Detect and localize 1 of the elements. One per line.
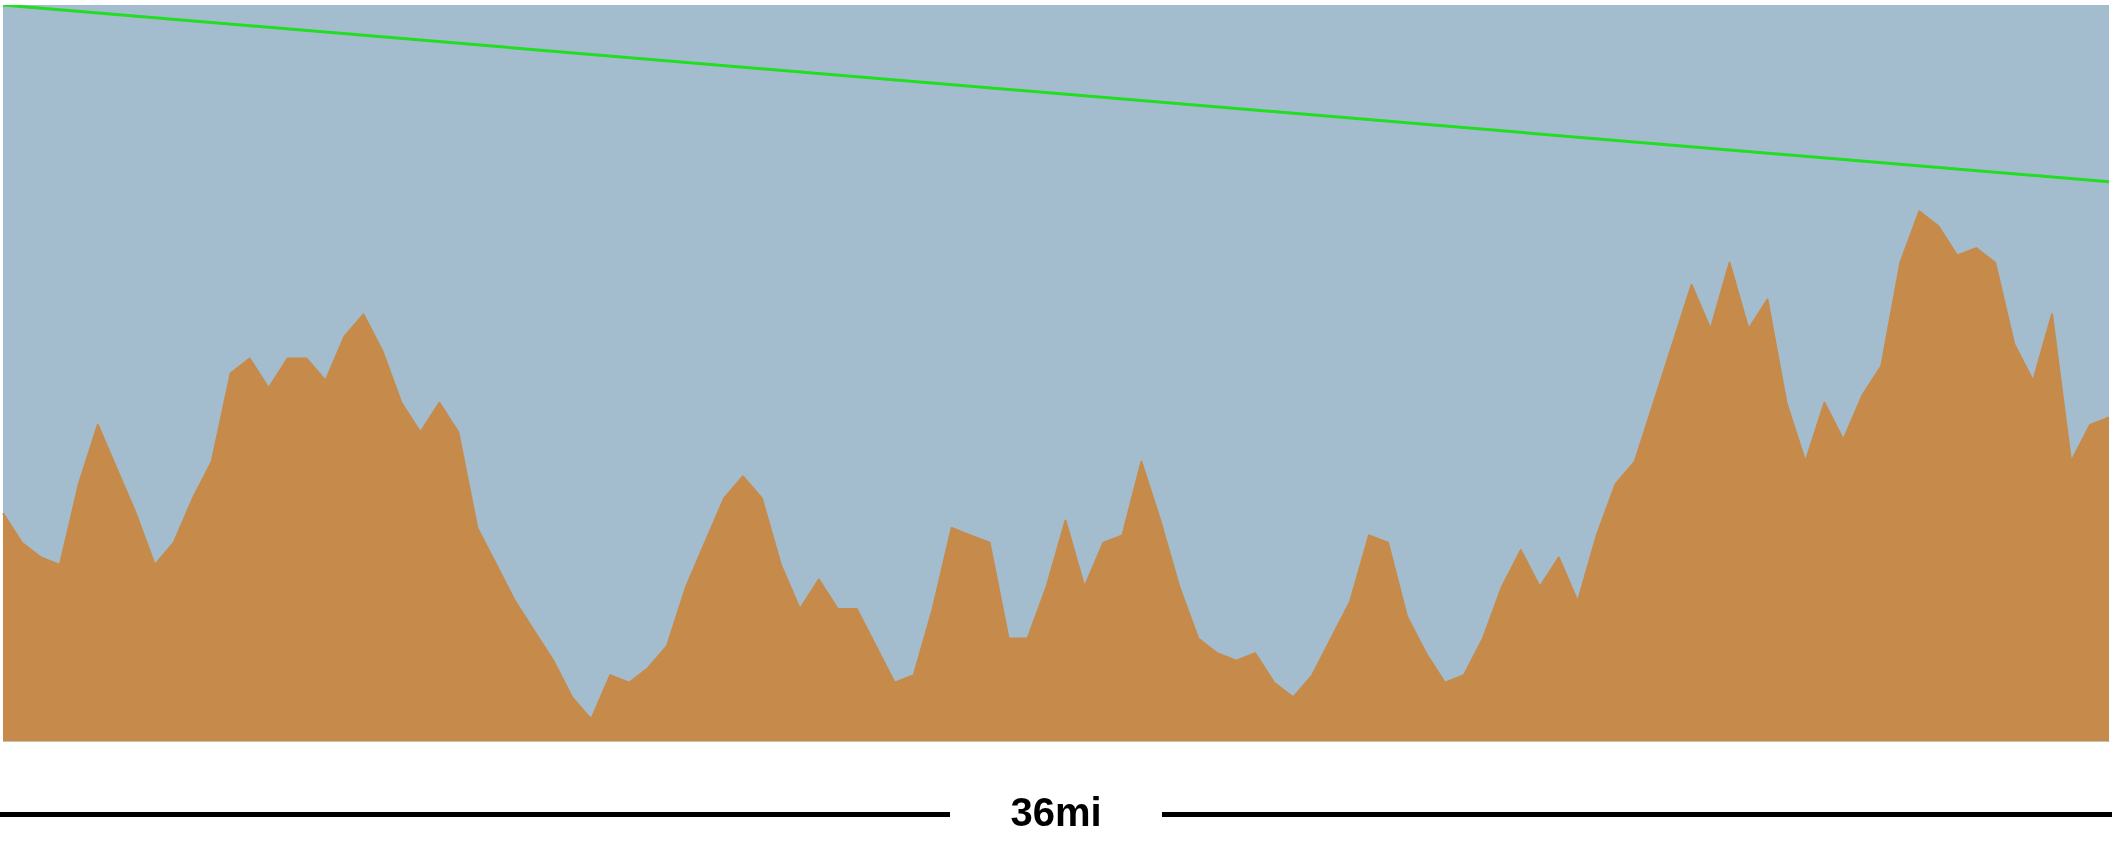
- text: 36mi: [1010, 789, 1102, 836]
